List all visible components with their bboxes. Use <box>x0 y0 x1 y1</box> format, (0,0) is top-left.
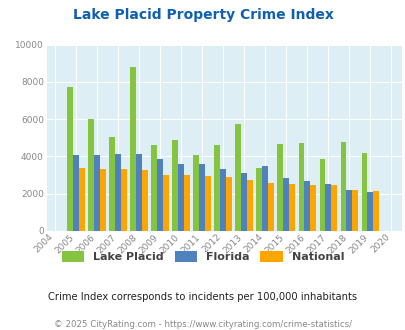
Bar <box>309 185 315 231</box>
Bar <box>304 181 309 231</box>
Bar <box>88 119 94 231</box>
Bar <box>247 180 252 231</box>
Bar <box>330 185 337 231</box>
Bar <box>288 184 294 231</box>
Bar <box>298 143 304 231</box>
Bar <box>178 164 184 231</box>
Bar <box>184 175 190 231</box>
Bar <box>241 173 247 231</box>
Bar <box>235 124 241 231</box>
Bar <box>226 178 232 231</box>
Bar <box>157 159 163 231</box>
Legend: Lake Placid, Florida, National: Lake Placid, Florida, National <box>58 247 347 267</box>
Text: Lake Placid Property Crime Index: Lake Placid Property Crime Index <box>72 8 333 22</box>
Bar <box>361 153 367 231</box>
Bar <box>142 170 148 231</box>
Bar <box>205 176 211 231</box>
Bar <box>319 159 325 231</box>
Bar <box>373 191 378 231</box>
Bar <box>325 184 330 231</box>
Bar <box>115 154 121 231</box>
Bar <box>193 154 199 231</box>
Bar <box>220 169 226 231</box>
Bar <box>340 143 345 231</box>
Bar <box>79 168 85 231</box>
Bar <box>94 155 100 231</box>
Text: © 2025 CityRating.com - https://www.cityrating.com/crime-statistics/: © 2025 CityRating.com - https://www.city… <box>54 320 351 329</box>
Bar <box>277 144 283 231</box>
Bar <box>172 140 178 231</box>
Bar <box>262 166 268 231</box>
Bar <box>109 137 115 231</box>
Bar <box>100 169 106 231</box>
Bar <box>283 178 288 231</box>
Bar <box>163 175 168 231</box>
Bar <box>256 168 262 231</box>
Bar <box>352 190 357 231</box>
Bar <box>151 145 157 231</box>
Bar <box>367 192 373 231</box>
Bar <box>345 190 352 231</box>
Text: Crime Index corresponds to incidents per 100,000 inhabitants: Crime Index corresponds to incidents per… <box>48 292 357 302</box>
Bar <box>130 67 136 231</box>
Bar <box>214 145 220 231</box>
Bar <box>199 164 205 231</box>
Bar <box>67 87 73 231</box>
Bar <box>121 170 127 231</box>
Bar <box>73 155 79 231</box>
Bar <box>268 182 273 231</box>
Bar <box>136 154 142 231</box>
